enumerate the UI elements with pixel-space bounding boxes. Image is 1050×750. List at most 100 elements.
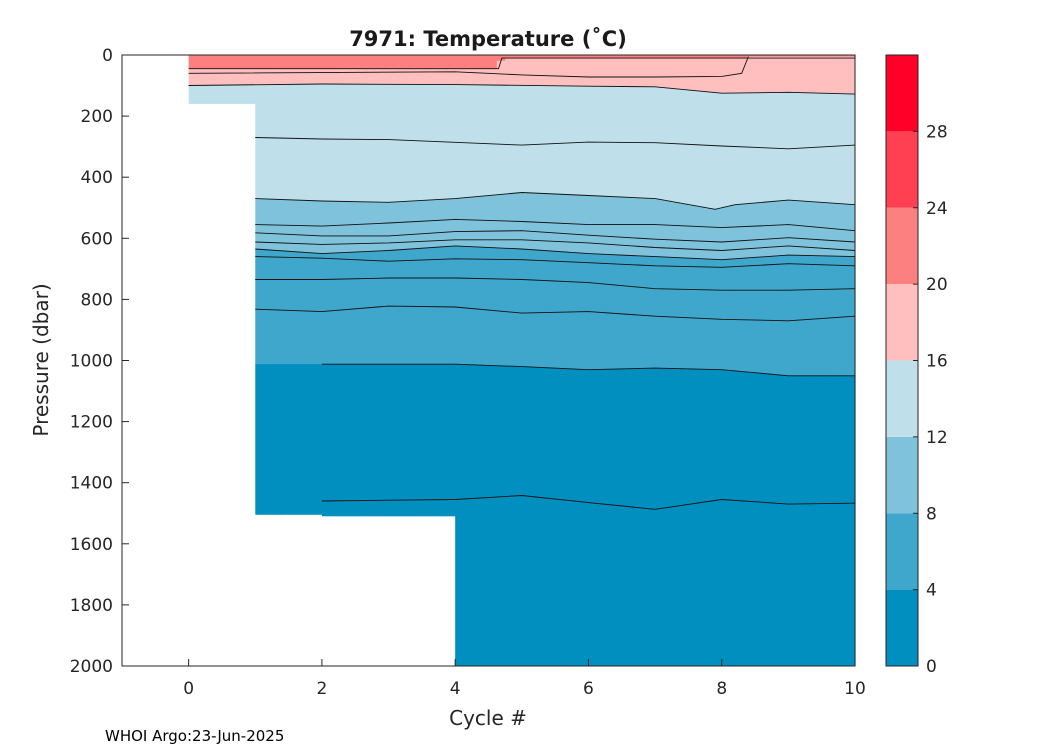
temperature-band-cell	[346, 278, 356, 310]
temperature-band-cell	[738, 371, 748, 502]
colorbar-levels	[886, 55, 918, 666]
temperature-band-cell	[405, 241, 415, 250]
temperature-band-cell	[730, 241, 739, 251]
temperature-band-cell	[388, 306, 398, 365]
temperature-band-cell	[538, 260, 548, 281]
temperature-band-cell	[455, 246, 465, 260]
temperature-band-cell	[838, 93, 848, 147]
temperature-band-cell	[788, 237, 798, 247]
x-tick-label: 10	[844, 679, 866, 699]
temperature-band-cell	[663, 55, 673, 59]
temperature-band-cell	[538, 58, 548, 76]
temperature-band-cell	[630, 314, 640, 370]
temperature-band-cell	[671, 240, 681, 249]
temperature-band-cell	[280, 199, 290, 226]
temperature-band-cell	[538, 497, 548, 666]
temperature-band-cell	[488, 239, 498, 249]
temperature-band-cell	[338, 68, 348, 73]
temperature-band-cell	[221, 68, 231, 74]
temperature-band-cell	[505, 248, 515, 260]
temperature-band-cell	[705, 267, 714, 291]
temperature-band-cell	[805, 226, 814, 240]
temperature-band-cell	[471, 246, 481, 260]
temperature-band-cell	[446, 258, 456, 279]
temperature-band-cell	[538, 55, 548, 59]
temperature-band-cell	[705, 501, 714, 666]
temperature-band-cell	[613, 264, 623, 286]
temperature-band-cell	[713, 250, 723, 260]
temperature-band-cell	[646, 238, 656, 248]
temperature-band-cell	[671, 225, 681, 241]
temperature-band-cell	[405, 68, 415, 73]
temperature-band-cell	[438, 84, 448, 143]
temperature-band-cell	[713, 58, 723, 77]
temperature-band-cell	[513, 221, 523, 232]
temperature-band-cell	[396, 140, 406, 202]
temperature-band-cell	[680, 76, 690, 90]
temperature-band-cell	[646, 288, 656, 317]
temperature-band-cell	[738, 249, 748, 259]
temperature-band-cell	[780, 237, 789, 247]
temperature-band-cell	[246, 55, 256, 70]
temperature-band-cell	[796, 255, 806, 265]
temperature-band-cell	[463, 258, 473, 279]
temperature-band-cell	[296, 257, 306, 280]
temperature-band-cell	[571, 76, 581, 87]
temperature-band-cell	[655, 288, 665, 317]
temperature-band-cell	[496, 85, 506, 145]
temperature-band-cell	[396, 260, 406, 279]
temperature-band-cell	[555, 312, 565, 369]
temperature-band-cell	[455, 364, 465, 500]
temperature-band-cell	[771, 255, 781, 265]
temperature-band-cell	[663, 87, 673, 144]
temperature-band-cell	[380, 242, 390, 252]
colorbar-tick-label: 28	[926, 122, 948, 142]
temperature-band-cell	[413, 68, 423, 73]
temperature-band-cell	[505, 312, 515, 367]
temperature-band-cell	[746, 501, 756, 666]
temperature-band-cell	[196, 85, 206, 104]
temperature-band-cell	[638, 58, 648, 78]
temperature-band-cell	[413, 241, 423, 249]
temperature-band-cell	[271, 242, 281, 251]
temperature-band-cell	[230, 68, 240, 74]
temperature-band-cell	[671, 76, 681, 90]
temperature-band-cell	[738, 204, 748, 228]
temperature-band-cell	[813, 56, 823, 94]
temperature-band-cell	[380, 278, 390, 307]
temperature-band-cell	[446, 240, 456, 247]
temperature-band-cell	[446, 364, 456, 500]
temperature-band-cell	[430, 55, 440, 70]
temperature-band-cell	[738, 226, 748, 242]
temperature-band-cell	[380, 202, 390, 224]
temperature-band-cell	[721, 241, 731, 251]
temperature-band-cell	[763, 264, 773, 291]
temperature-band-cell	[421, 306, 431, 365]
x-tick-label: 6	[583, 679, 594, 699]
temperature-band-cell	[263, 137, 273, 200]
temperature-band-cell	[721, 267, 731, 291]
temperature-band-cell	[838, 375, 848, 504]
temperature-band-cell	[588, 253, 598, 264]
temperature-band-cell	[296, 84, 306, 139]
temperature-band-cell	[630, 368, 640, 508]
temperature-band-cell	[488, 220, 498, 232]
temperature-band-cell	[405, 260, 415, 279]
temperature-band-cell	[830, 56, 839, 94]
temperature-band-cell	[313, 68, 323, 73]
temperature-band-cell	[763, 147, 773, 203]
temperature-band-cell	[380, 139, 390, 203]
temperature-band-cell	[721, 259, 731, 268]
temperature-band-cell	[296, 501, 306, 515]
temperature-band-cell	[455, 55, 465, 70]
temperature-band-cell	[238, 55, 248, 70]
temperature-band-cell	[430, 199, 440, 221]
temperature-band-cell	[255, 84, 265, 138]
temperature-band-cell	[821, 264, 831, 290]
temperature-band-cell	[755, 56, 764, 94]
temperature-band-cell	[296, 279, 306, 312]
temperature-band-cell	[580, 282, 590, 313]
temperature-band-cell	[796, 92, 806, 149]
temperature-band-cell	[621, 368, 631, 507]
temperature-band-cell	[746, 92, 756, 148]
